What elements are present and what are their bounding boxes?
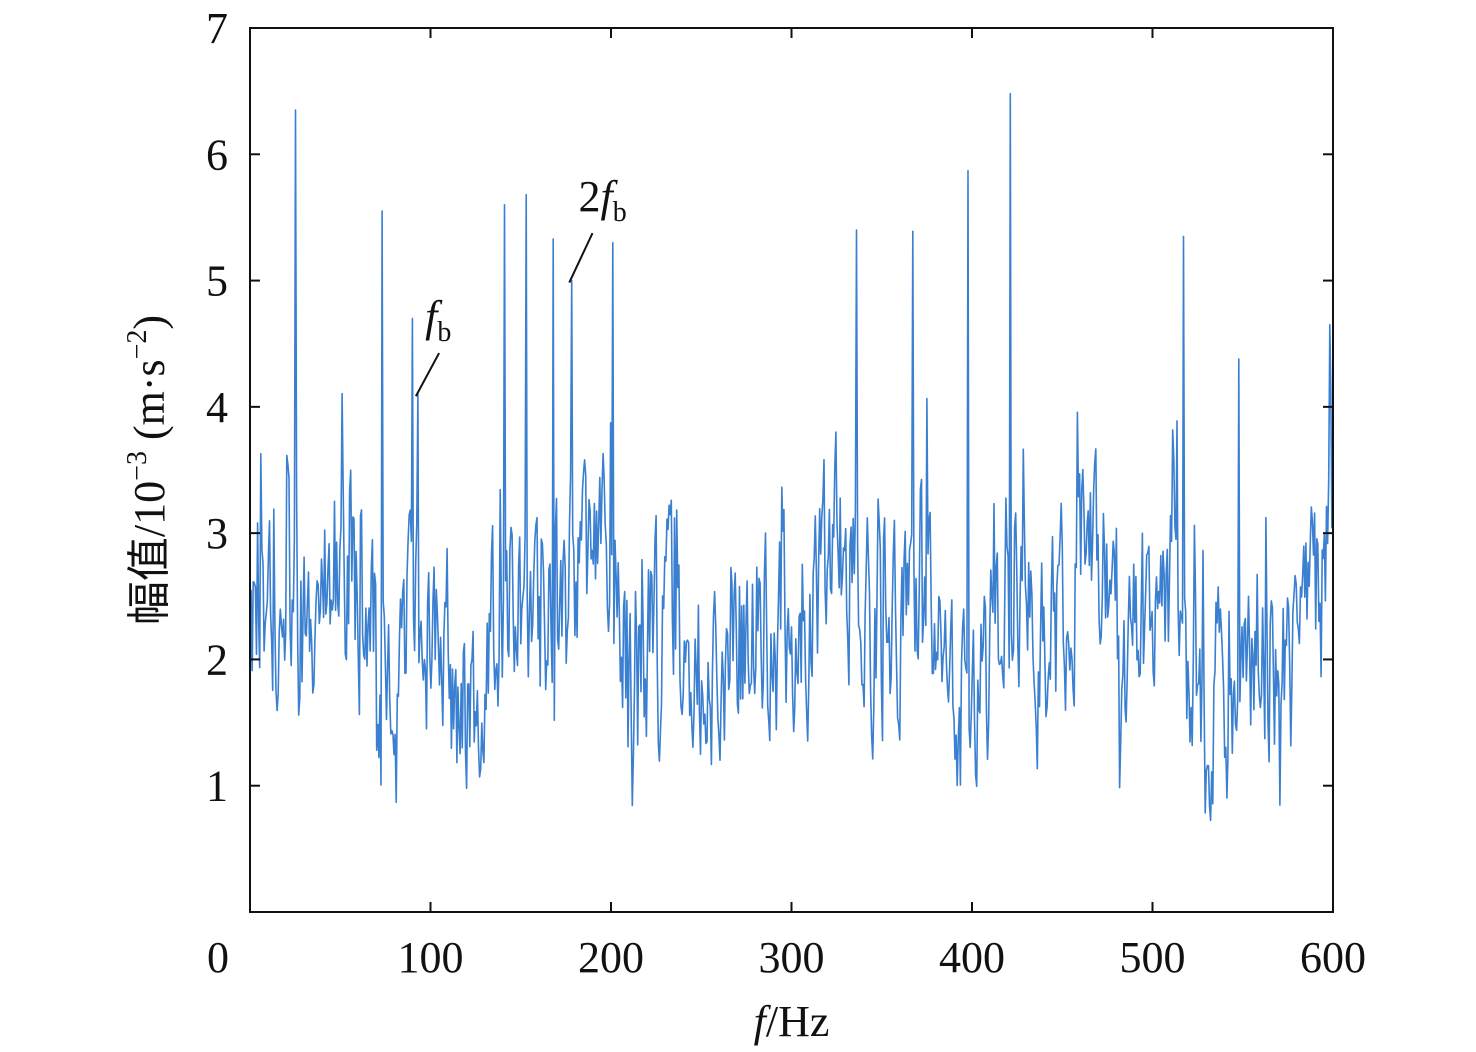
y-tick-label: 6 [206, 130, 228, 179]
annotation-leader [568, 232, 594, 283]
x-tick-label: 400 [939, 933, 1005, 982]
axis-ticks [249, 27, 1334, 912]
y-tick-label: 7 [206, 4, 228, 53]
y-tick-label: 4 [206, 383, 228, 432]
y-axis-title: 幅值/10−3 (m·s−2) [122, 315, 174, 625]
y-tick-label: 5 [206, 257, 228, 306]
peak-annotations: fb 2fb [414, 172, 627, 397]
x-tick-label: 100 [398, 933, 464, 982]
annotation-label: 2fb [579, 172, 627, 228]
y-axis-title-exp2: −2 [122, 330, 153, 360]
annotation-label: fb [425, 292, 451, 348]
y-tick-label: 1 [206, 762, 228, 811]
y-tick-label: 3 [206, 509, 228, 558]
x-tick-label: 200 [578, 933, 644, 982]
tick-labels: 0 100 200 300 400 500 600 1 2 3 4 5 6 7 [206, 4, 1366, 982]
y-axis-title-main: 幅值/10 [125, 481, 174, 625]
y-axis-title-close: ) [125, 315, 174, 330]
spectrum-series [250, 92, 1333, 822]
x-axis-title-unit: /Hz [766, 997, 830, 1046]
y-axis-title-unit: (m·s [125, 359, 174, 451]
x-tick-label: 0 [207, 933, 229, 982]
y-axis-title-exp: −3 [122, 451, 153, 481]
x-tick-label: 300 [759, 933, 825, 982]
y-tick-label: 2 [206, 635, 228, 684]
annotation-leader [414, 352, 440, 397]
spectrum-line [250, 92, 1333, 822]
x-tick-label: 600 [1300, 933, 1366, 982]
x-axis-title: f/Hz [754, 997, 830, 1046]
x-tick-label: 500 [1120, 933, 1186, 982]
